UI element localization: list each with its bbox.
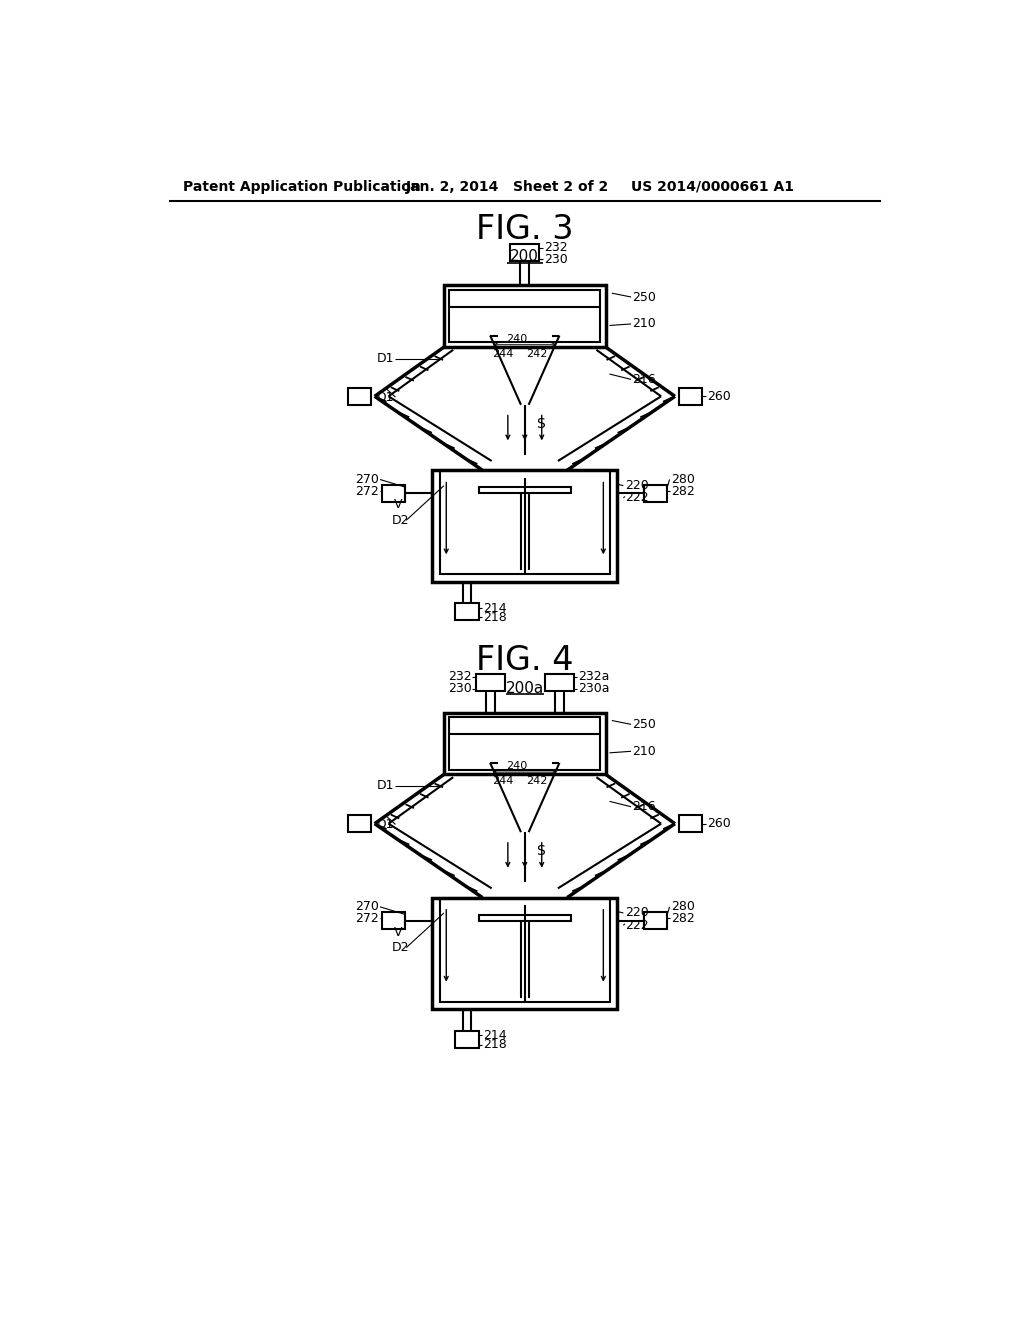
Text: D1: D1: [377, 779, 394, 792]
Bar: [348, 816, 371, 832]
Bar: [545, 675, 574, 692]
Bar: [679, 388, 701, 405]
Bar: [382, 484, 406, 502]
Text: 222: 222: [625, 919, 648, 932]
Text: 232: 232: [544, 242, 567, 255]
Text: 280: 280: [671, 473, 695, 486]
Bar: [455, 603, 479, 620]
Bar: [644, 912, 668, 929]
Text: 210: 210: [633, 744, 656, 758]
Text: 282: 282: [671, 912, 695, 925]
Bar: [455, 1031, 479, 1048]
Text: 200: 200: [510, 249, 540, 264]
Bar: [444, 285, 605, 347]
Bar: [432, 898, 617, 1010]
Text: S: S: [537, 417, 545, 432]
Bar: [432, 470, 617, 582]
Text: 220: 220: [625, 907, 648, 920]
Text: 210: 210: [633, 317, 656, 330]
Text: 214: 214: [483, 1028, 507, 1041]
Text: FIG. 4: FIG. 4: [476, 644, 573, 677]
Text: 230a: 230a: [578, 682, 609, 696]
Text: 218: 218: [483, 611, 507, 624]
Bar: [450, 718, 600, 770]
Text: D2: D2: [391, 941, 410, 954]
Text: 272: 272: [354, 912, 379, 925]
Text: 244: 244: [492, 776, 513, 787]
Text: 216: 216: [633, 800, 656, 813]
Text: 240: 240: [507, 760, 527, 771]
Bar: [510, 244, 540, 261]
Text: 220: 220: [625, 479, 648, 492]
Bar: [440, 898, 609, 1002]
Text: 250: 250: [633, 718, 656, 731]
Text: D2: D2: [391, 513, 410, 527]
Bar: [478, 915, 571, 921]
Text: 270: 270: [354, 473, 379, 486]
Text: 240: 240: [507, 334, 527, 343]
Bar: [444, 713, 605, 775]
Text: 232: 232: [449, 671, 472, 684]
Text: 244: 244: [492, 348, 513, 359]
Bar: [475, 675, 505, 692]
Text: 222: 222: [625, 491, 648, 504]
Text: Jan. 2, 2014   Sheet 2 of 2: Jan. 2, 2014 Sheet 2 of 2: [407, 180, 609, 194]
Text: 280: 280: [671, 900, 695, 913]
Bar: [440, 470, 609, 574]
Text: D1: D1: [377, 818, 394, 832]
Bar: [348, 388, 371, 405]
Text: V: V: [394, 925, 402, 939]
Bar: [382, 912, 406, 929]
Bar: [644, 484, 668, 502]
Text: 216: 216: [633, 372, 656, 385]
Text: D1: D1: [377, 352, 394, 366]
Text: 242: 242: [526, 348, 548, 359]
Text: 232a: 232a: [578, 671, 609, 684]
Text: 260: 260: [708, 817, 731, 830]
Text: 242: 242: [526, 776, 548, 787]
Text: Patent Application Publication: Patent Application Publication: [183, 180, 421, 194]
Text: V: V: [394, 499, 402, 511]
Text: 250: 250: [633, 290, 656, 304]
Bar: [450, 290, 600, 342]
Text: 230: 230: [447, 682, 472, 696]
Bar: [679, 816, 701, 832]
Bar: [478, 487, 571, 494]
Text: 260: 260: [708, 389, 731, 403]
Text: 282: 282: [671, 484, 695, 498]
Text: S: S: [537, 845, 545, 858]
Text: D1: D1: [377, 391, 394, 404]
Text: 272: 272: [354, 484, 379, 498]
Text: 218: 218: [483, 1038, 507, 1051]
Text: FIG. 3: FIG. 3: [476, 213, 573, 246]
Text: 214: 214: [483, 602, 507, 615]
Text: US 2014/0000661 A1: US 2014/0000661 A1: [631, 180, 794, 194]
Text: 200a: 200a: [506, 681, 544, 696]
Text: 230: 230: [544, 252, 567, 265]
Text: 270: 270: [354, 900, 379, 913]
